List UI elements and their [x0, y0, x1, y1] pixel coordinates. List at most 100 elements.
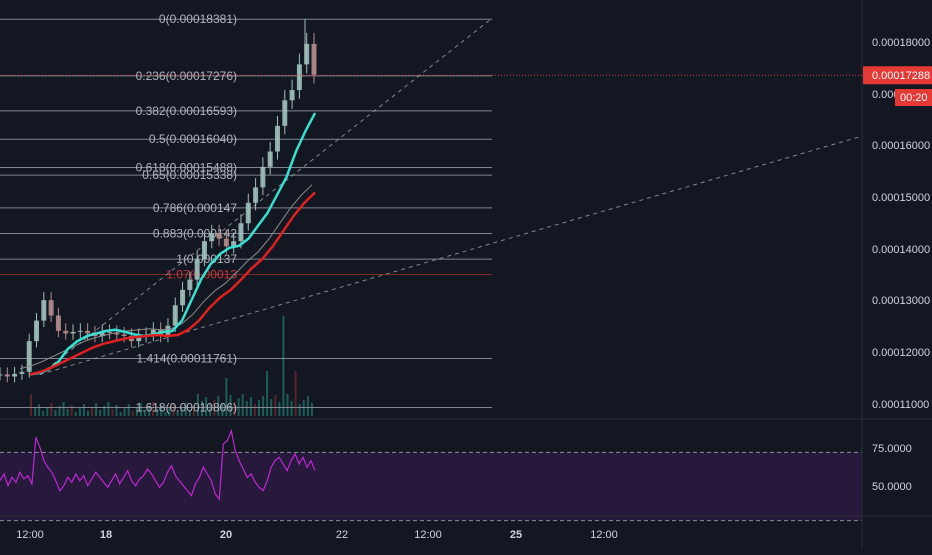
volume-bar: [266, 371, 269, 416]
volume-bar: [62, 402, 65, 416]
fib-level-label-11: 1.618(0.00010806): [136, 400, 237, 414]
candle-body: [311, 43, 317, 75]
candle-body: [238, 223, 244, 242]
volume-bar: [282, 316, 285, 416]
candle-body: [4, 374, 10, 377]
rsi-tick-label-1: 50.0000: [872, 481, 912, 493]
candle-body: [187, 279, 193, 290]
candle-body: [34, 320, 40, 342]
volume-bar: [253, 404, 256, 416]
candle-body: [77, 330, 83, 332]
volume-bar: [50, 403, 53, 416]
price-tick-label-1: 0.00016000: [872, 140, 930, 152]
rsi-pane: [0, 428, 862, 522]
volume-bar: [78, 408, 81, 416]
volume-bar: [38, 404, 41, 416]
candle-body: [245, 202, 251, 224]
candle-body: [296, 64, 302, 90]
time-label-6: 12:00: [590, 529, 618, 541]
volume-bar: [192, 406, 195, 416]
price-tick-label-2: 0.00015000: [872, 192, 930, 204]
volume-bar: [278, 402, 281, 416]
volume-bar: [152, 402, 155, 416]
volume-bar: [54, 410, 57, 416]
volume-bar: [298, 404, 301, 416]
candle-body: [267, 151, 273, 167]
ma-fast-line: [29, 112, 317, 376]
fib-level-label-0: 0(0.00018381): [159, 12, 237, 26]
price-tick-label-hidden: 0.000: [872, 89, 900, 101]
volume-bar: [30, 394, 32, 416]
volume-bar: [258, 400, 260, 416]
volume-bar: [209, 404, 212, 416]
candle-body: [260, 166, 266, 188]
candle-body: [41, 300, 47, 321]
candle-body: [304, 43, 310, 65]
volume-bar: [82, 404, 85, 416]
price-tick-label-6: 0.00011000: [872, 399, 929, 411]
volume-bar: [286, 394, 289, 416]
volume-bar: [184, 403, 187, 416]
volume-bar: [107, 402, 110, 416]
candle-body: [107, 331, 113, 333]
candle-body: [274, 125, 280, 152]
rsi-band: [0, 452, 862, 521]
fib-level-label-4: 0.618(0.00015488): [136, 160, 237, 174]
price-tick-label-4: 0.00013000: [872, 295, 930, 307]
candle-body: [180, 289, 186, 306]
candle-body: [12, 373, 18, 377]
volume-bar: [58, 406, 61, 416]
volume-bar: [135, 407, 138, 416]
volume-bar: [156, 409, 159, 416]
candle-body: [70, 331, 76, 334]
candle-body: [63, 330, 69, 334]
time-label-0: 12:00: [16, 529, 44, 541]
candle-body: [282, 100, 288, 126]
volume-bar: [221, 403, 224, 416]
volume-bar: [188, 410, 191, 416]
candle-body: [136, 336, 142, 342]
rsi-tick-label-0: 75.0000: [872, 443, 912, 455]
time-axis: 12:00 18 20 22 12:00 25 12:00: [16, 529, 618, 541]
candle-body: [114, 332, 120, 335]
candle-body: [209, 233, 215, 242]
candle-body: [48, 300, 54, 316]
time-label-5: 25: [510, 529, 522, 541]
candles: [0, 19, 317, 383]
volume-bar: [201, 401, 203, 416]
current-price-label: 0.00017288: [872, 70, 930, 82]
volume-bar: [225, 378, 228, 416]
fib-level-label-1: 0.236(0.00017276): [136, 69, 237, 83]
candle-body: [19, 371, 25, 374]
fib-level-label-6: 0.786(0.000147: [153, 201, 237, 215]
volume-bar: [139, 403, 142, 416]
volume-bar: [274, 395, 277, 416]
moving-averages: [19, 112, 317, 376]
volume-bar: [172, 404, 175, 416]
current-price-badge: [863, 66, 932, 85]
volume-bar: [205, 397, 208, 416]
fib-level-label-3: 0.5(0.00016040): [149, 132, 237, 146]
trend-line-0: [39, 17, 493, 375]
rsi-line: [0, 428, 316, 501]
volume-bar: [119, 412, 122, 416]
volume-bar: [176, 411, 179, 416]
candle-body: [231, 241, 237, 247]
fib-level-label-7: 0.883(0.000142: [153, 227, 237, 241]
volume-bar: [217, 396, 220, 416]
candle-body: [201, 241, 207, 260]
volume-bar: [196, 394, 199, 416]
price-tick-label-3: 0.00014000: [872, 244, 930, 256]
candle-body: [216, 233, 222, 239]
fib-level-label-2: 0.382(0.00016593): [136, 104, 237, 118]
time-label-3: 22: [336, 529, 348, 541]
volume-bar: [127, 404, 130, 416]
volume-bar: [111, 409, 114, 416]
volume-bars: [30, 316, 313, 416]
time-label-1: 18: [100, 529, 112, 541]
volume-bar: [164, 412, 167, 416]
volume-bar: [42, 411, 45, 416]
